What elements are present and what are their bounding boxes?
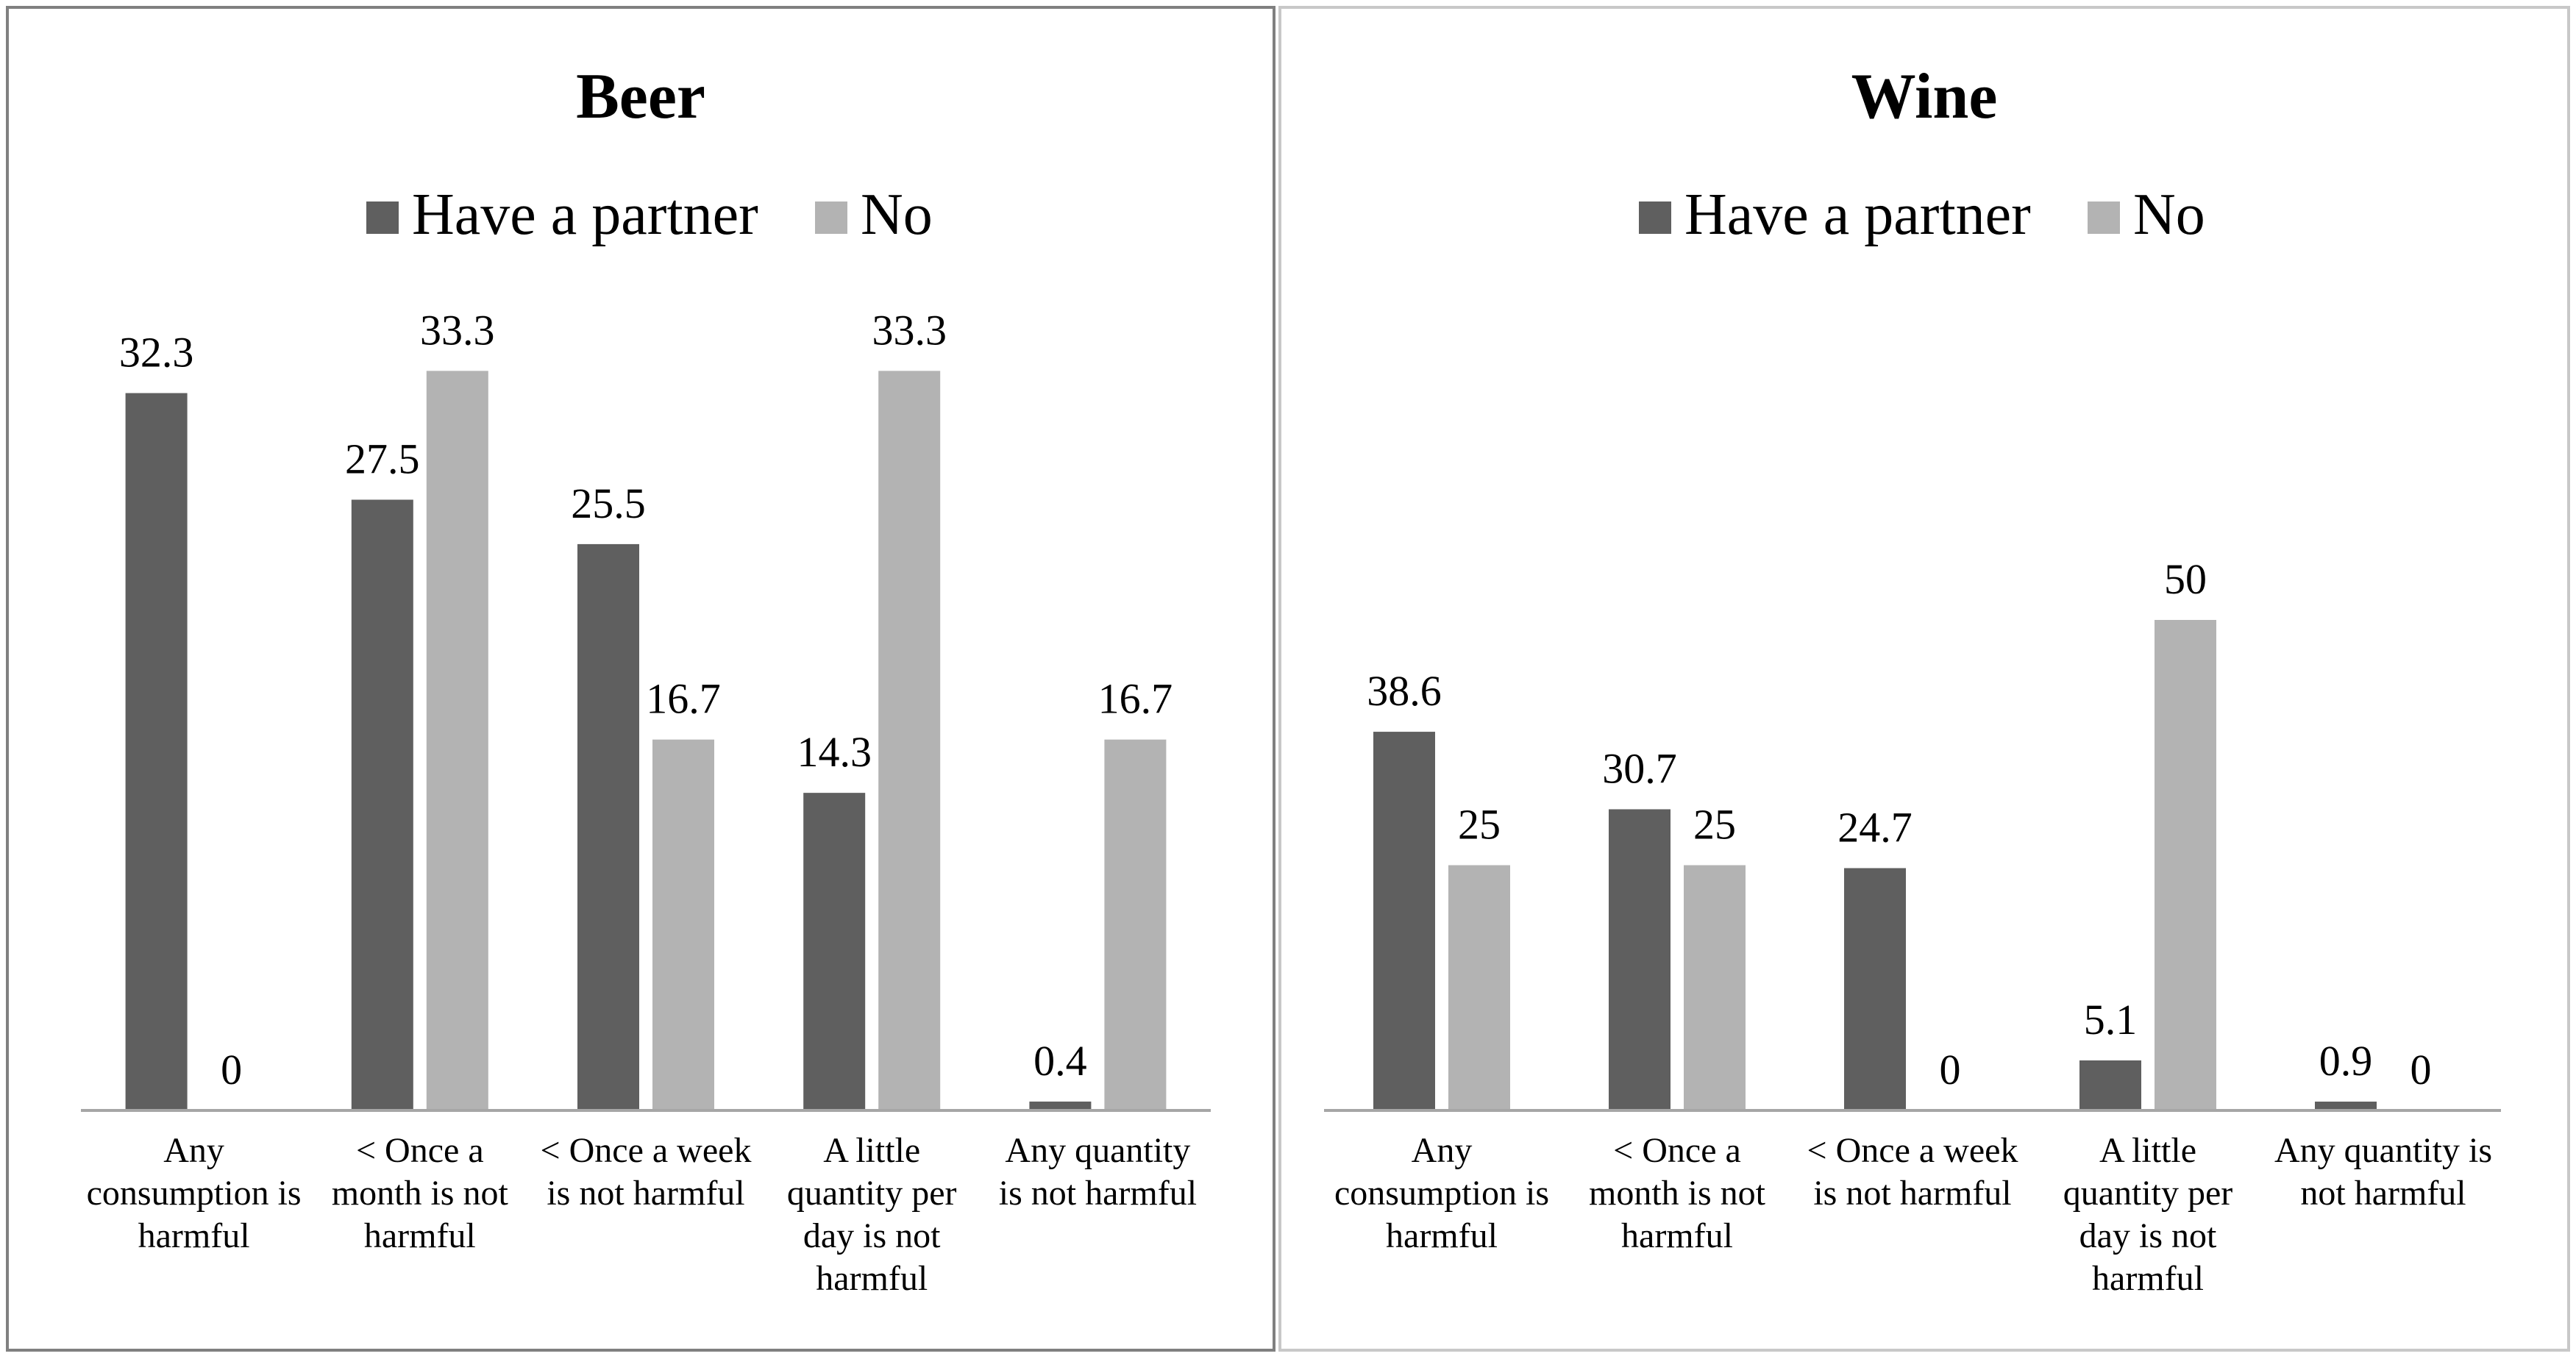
- wine-bars: [1373, 620, 2377, 1110]
- wine-legend: Have a partner No: [1639, 182, 2205, 247]
- beer-bar-have-a-partner-1: [351, 499, 413, 1110]
- beer-chart: Beer Have a partner No 32.3 0 27.5 33.3 25.5 16.…: [6, 6, 1275, 1352]
- wine-bar-no-1: [1684, 865, 1746, 1110]
- beer-legend-swatch-1: [815, 201, 847, 234]
- wine-category-label-1: < Once a month is not harmful: [1589, 1131, 1766, 1255]
- wine-bar-have-a-partner-4: [2315, 1101, 2377, 1110]
- wine-data-label-0-2: 24.7: [1837, 804, 1913, 852]
- beer-data-label-0-4: 0.4: [1033, 1037, 1087, 1085]
- beer-data-label-1-2: 16.7: [646, 675, 721, 723]
- wine-chart: Wine Have a partner No 38.6 25 30.7 25 24.7 0 5.1…: [1278, 6, 2570, 1352]
- wine-data-label-1-3: 50: [2164, 555, 2207, 603]
- wine-chart-title: Wine: [1851, 61, 1998, 132]
- wine-data-labels: 38.6 25 30.7 25 24.7 0 5.1 50 0.9 0: [1367, 555, 2431, 1094]
- beer-chart-title: Beer: [576, 61, 705, 132]
- wine-category-label-2: < Once a week is not harmful: [1807, 1131, 2018, 1213]
- beer-bar-no-2: [652, 739, 714, 1110]
- beer-legend-label-1: No: [861, 182, 933, 247]
- beer-legend-item-have-a-partner: Have a partner: [366, 182, 758, 247]
- beer-legend-label-0: Have a partner: [412, 182, 758, 247]
- wine-data-label-0-3: 5.1: [2084, 996, 2138, 1044]
- beer-category-label-3: A little quantity per day is not harmful: [787, 1131, 957, 1298]
- wine-legend-swatch-0: [1639, 201, 1671, 234]
- beer-bar-have-a-partner-4: [1029, 1101, 1092, 1110]
- beer-data-label-1-0: 0: [221, 1046, 242, 1094]
- wine-data-label-1-4: 0: [2410, 1046, 2432, 1094]
- wine-legend-label-1: No: [2133, 182, 2205, 247]
- wine-data-label-0-0: 38.6: [1367, 667, 1442, 715]
- beer-category-label-2: < Once a week is not harmful: [541, 1131, 752, 1213]
- beer-bar-no-3: [878, 371, 941, 1111]
- wine-legend-item-have-a-partner: Have a partner: [1639, 182, 2031, 247]
- beer-data-label-1-4: 16.7: [1098, 675, 1173, 723]
- wine-category-label-0: Any consumption is harmful: [1334, 1131, 1549, 1255]
- wine-legend-item-no: No: [2088, 182, 2205, 247]
- beer-category-labels: Any consumption is harmful< Once a month is…: [87, 1131, 1197, 1298]
- beer-bar-have-a-partner-0: [125, 393, 188, 1110]
- beer-legend: Have a partner No: [366, 182, 933, 247]
- wine-category-labels: Any consumption is harmful < Once a month is…: [1334, 1131, 2492, 1298]
- beer-data-labels: 32.3 0 27.5 33.3 25.5 16.7 14.3 33.3 0.4 16.7: [119, 306, 1173, 1094]
- beer-data-label-1-1: 33.3: [420, 306, 495, 354]
- wine-bar-have-a-partner-2: [1844, 868, 1906, 1110]
- beer-chart-frame: [6, 6, 1275, 1352]
- wine-chart-frame: [1278, 6, 2570, 1352]
- beer-category-label-0: Any consumption is harmful: [87, 1131, 302, 1255]
- wine-bar-no-0: [1448, 865, 1510, 1110]
- beer-data-label-0-1: 27.5: [345, 435, 420, 483]
- wine-category-label-3: A little quantity per day is not harmful: [2063, 1131, 2233, 1298]
- beer-bar-have-a-partner-2: [577, 543, 639, 1110]
- beer-category-label-1: < Once a month is not harmful: [332, 1131, 509, 1255]
- beer-bar-have-a-partner-3: [803, 793, 866, 1110]
- wine-data-label-1-1: 25: [1693, 801, 1736, 849]
- beer-legend-item-no: No: [815, 182, 933, 247]
- beer-bar-no-1: [426, 371, 488, 1111]
- wine-bar-have-a-partner-1: [1609, 809, 1671, 1110]
- beer-legend-swatch-0: [366, 201, 399, 234]
- wine-bar-have-a-partner-0: [1373, 732, 1435, 1110]
- beer-bar-no-4: [1104, 739, 1167, 1110]
- wine-data-label-1-2: 0: [1940, 1046, 1961, 1094]
- beer-data-label-0-0: 32.3: [119, 329, 194, 377]
- wine-bar-have-a-partner-3: [2079, 1060, 2141, 1110]
- wine-bar-no-3: [2155, 620, 2216, 1110]
- wine-data-label-0-4: 0.9: [2319, 1037, 2373, 1085]
- wine-data-label-1-0: 25: [1458, 801, 1501, 849]
- beer-data-label-0-2: 25.5: [571, 479, 646, 527]
- beer-data-label-1-3: 33.3: [872, 306, 947, 354]
- wine-data-label-0-1: 30.7: [1602, 744, 1677, 792]
- wine-category-label-4: Any quantity is not harmful: [2274, 1131, 2492, 1213]
- beer-data-label-0-3: 14.3: [797, 728, 872, 776]
- beer-category-label-4: Any quantity is not harmful: [999, 1131, 1197, 1213]
- wine-legend-label-0: Have a partner: [1684, 182, 2031, 247]
- wine-legend-swatch-1: [2088, 201, 2120, 234]
- beer-bars: [125, 371, 1167, 1111]
